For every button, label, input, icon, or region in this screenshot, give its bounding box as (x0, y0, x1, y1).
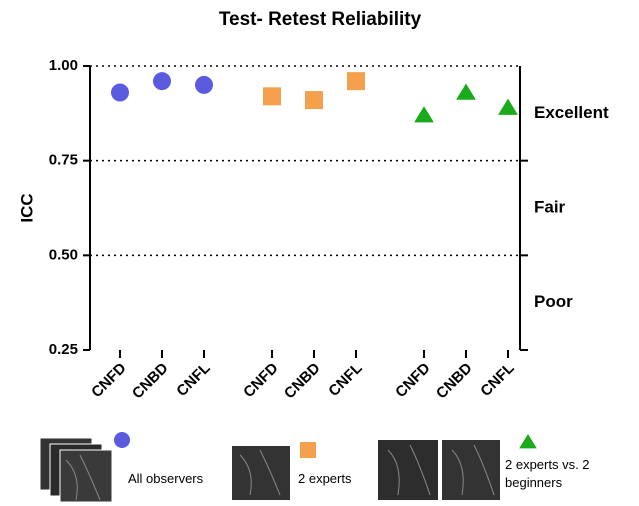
x-tick-label: CNFL (477, 360, 517, 400)
point (347, 72, 365, 91)
chart-title: Test- Retest Reliability (219, 9, 422, 30)
legend-marker (300, 442, 316, 458)
legend-label: 2 experts vs. 2 beginners (505, 457, 590, 490)
point (195, 75, 213, 94)
legend-marker (114, 432, 130, 448)
legend-images (39, 437, 500, 503)
point (263, 87, 281, 106)
x-tick-label: CNBD (129, 360, 172, 403)
y-tick-label: 0.25 (49, 341, 78, 358)
band-label: Fair (534, 197, 566, 216)
point (153, 72, 171, 91)
y-tick-label: 1.00 (49, 57, 78, 74)
legend-marker (519, 434, 537, 449)
x-tick-label: CNBD (433, 360, 476, 403)
x-tick-label: CNFD (240, 360, 282, 402)
point (456, 83, 476, 100)
legend-label: 2 experts (298, 471, 352, 486)
point (305, 91, 323, 110)
point (414, 106, 434, 123)
band-label: Poor (534, 292, 573, 311)
x-tick-label: CNFL (325, 360, 365, 400)
band-label: Excellent (534, 103, 609, 122)
y-tick-label: 0.75 (49, 152, 78, 169)
y-axis-label: ICC (17, 193, 36, 222)
point (498, 98, 518, 115)
x-tick-label: CNBD (281, 360, 324, 403)
legend-label: All observers (128, 471, 204, 486)
y-tick-label: 0.50 (49, 246, 78, 263)
x-tick-label: CNFD (392, 360, 434, 402)
point (111, 83, 129, 102)
x-tick-label: CNFD (88, 360, 130, 402)
x-tick-label: CNFL (173, 360, 213, 400)
